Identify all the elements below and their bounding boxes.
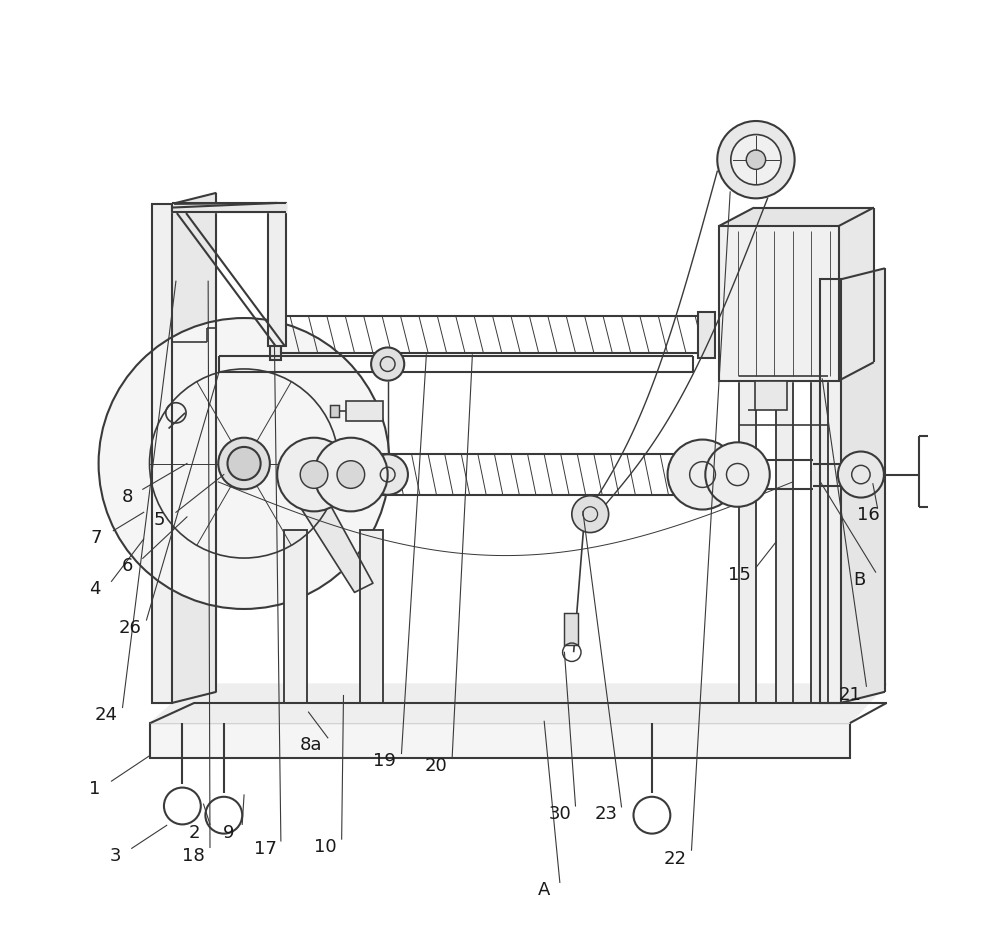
Circle shape: [717, 122, 795, 200]
Text: 26: 26: [118, 619, 141, 637]
Polygon shape: [820, 280, 841, 703]
Text: 2: 2: [189, 823, 200, 841]
Text: 30: 30: [548, 805, 571, 822]
Text: 9: 9: [223, 823, 234, 841]
Polygon shape: [719, 226, 839, 381]
Bar: [268, 204, 286, 346]
Circle shape: [337, 461, 365, 489]
Text: 4: 4: [89, 579, 101, 597]
Text: B: B: [853, 570, 865, 588]
Bar: [360, 530, 383, 703]
Polygon shape: [719, 208, 874, 226]
Text: 5: 5: [154, 510, 165, 528]
Bar: [284, 530, 307, 703]
Bar: [346, 402, 383, 421]
Bar: [776, 290, 793, 703]
Text: 8: 8: [121, 487, 133, 505]
Polygon shape: [172, 194, 216, 703]
Text: 18: 18: [182, 845, 205, 864]
Text: 1: 1: [89, 779, 101, 797]
Bar: [150, 723, 850, 758]
Text: 8a: 8a: [300, 736, 323, 754]
Text: 3: 3: [109, 845, 121, 864]
Text: 22: 22: [663, 848, 686, 867]
Circle shape: [227, 447, 261, 481]
Bar: [152, 205, 172, 703]
Circle shape: [314, 438, 388, 512]
Circle shape: [371, 348, 404, 381]
Text: 10: 10: [314, 837, 336, 855]
Bar: [811, 290, 828, 703]
Text: 24: 24: [94, 705, 117, 723]
Circle shape: [99, 318, 390, 610]
Circle shape: [300, 461, 328, 489]
Circle shape: [218, 438, 270, 490]
Bar: [739, 290, 756, 703]
Text: 17: 17: [254, 840, 277, 857]
Text: 20: 20: [424, 756, 447, 775]
Circle shape: [668, 440, 738, 510]
Circle shape: [572, 496, 609, 533]
Bar: [270, 310, 281, 361]
Circle shape: [367, 455, 408, 496]
Bar: [330, 406, 339, 418]
Text: 21: 21: [838, 685, 861, 702]
Text: 16: 16: [857, 506, 880, 523]
Polygon shape: [172, 204, 286, 213]
Text: A: A: [538, 880, 550, 898]
Circle shape: [705, 443, 770, 508]
Bar: [719, 226, 839, 381]
Bar: [564, 613, 578, 645]
Text: 7: 7: [91, 529, 102, 547]
Circle shape: [277, 438, 351, 512]
Circle shape: [731, 135, 781, 186]
Text: 19: 19: [373, 751, 396, 769]
Polygon shape: [841, 269, 885, 703]
Bar: [820, 280, 841, 703]
Polygon shape: [290, 483, 373, 593]
Polygon shape: [839, 208, 874, 381]
Bar: [698, 312, 715, 358]
Bar: [755, 381, 787, 411]
Text: 15: 15: [728, 565, 751, 584]
Circle shape: [838, 452, 884, 498]
Text: 6: 6: [121, 556, 133, 574]
Polygon shape: [150, 684, 887, 723]
Polygon shape: [152, 205, 172, 703]
Circle shape: [746, 151, 766, 170]
Text: 23: 23: [594, 805, 617, 822]
